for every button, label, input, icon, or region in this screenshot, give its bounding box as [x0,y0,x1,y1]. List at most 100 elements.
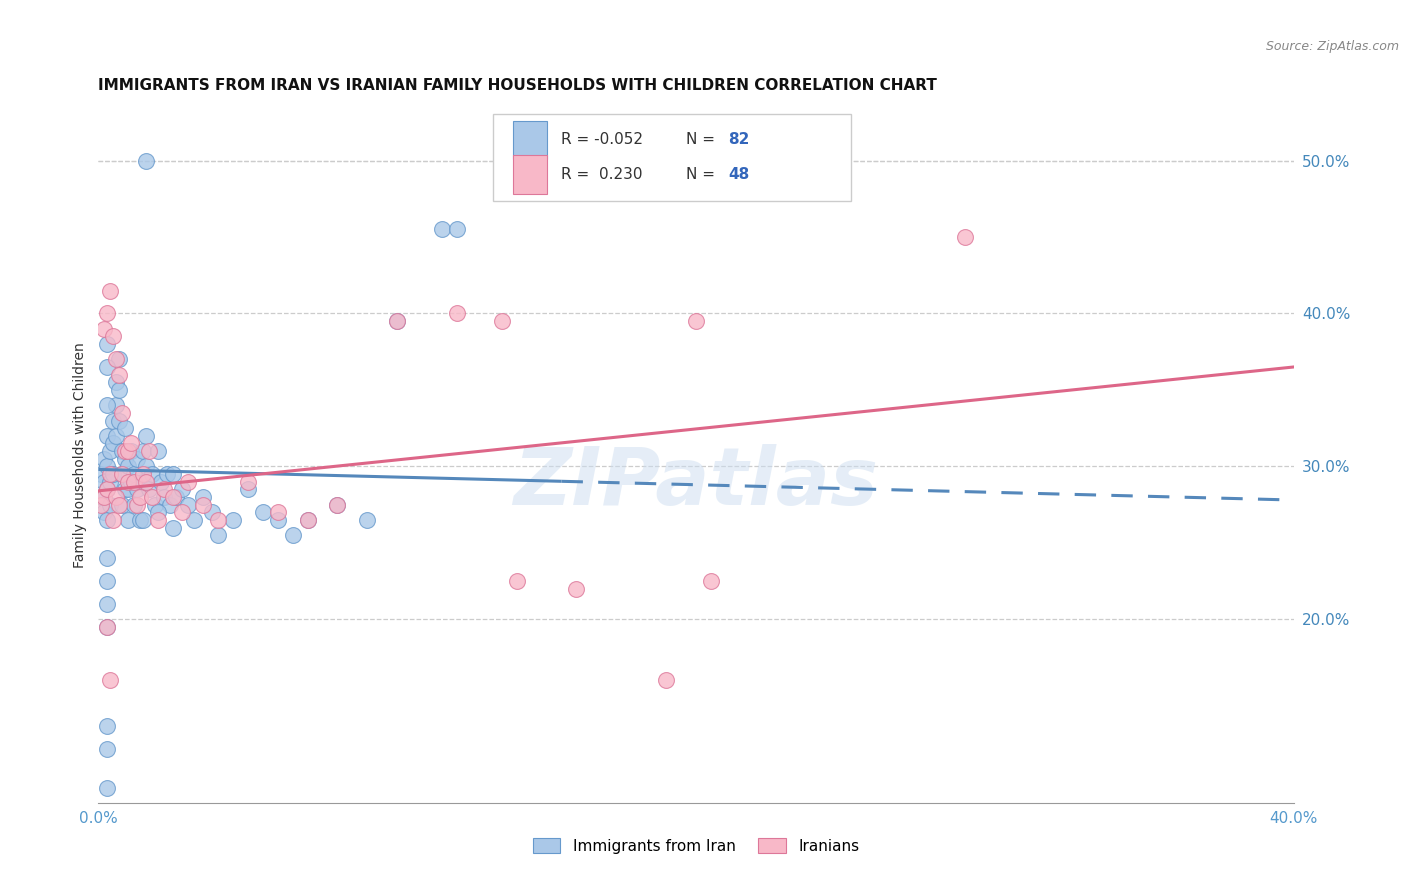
Point [356,513,378,527]
Text: N =: N = [686,167,720,182]
Point [491,314,513,328]
Point [96,574,118,588]
Point [162,467,184,481]
Point [236,483,259,497]
Point [98,673,122,688]
Point [127,483,149,497]
Point [207,513,229,527]
Point [201,505,224,519]
Point [90,498,112,512]
Point [96,742,118,756]
Point [326,498,349,512]
Point [138,444,160,458]
Point [96,459,118,474]
Point [153,490,176,504]
Point [96,337,118,351]
Point [114,421,136,435]
Point [655,673,678,688]
Point [96,483,118,497]
Point [105,490,128,504]
Text: N =: N = [686,132,720,147]
Point [96,513,118,527]
Point [430,222,453,236]
Point [207,528,229,542]
Point [96,719,118,733]
Point [114,483,136,497]
Point [156,467,179,481]
Point [141,490,163,504]
Point [132,467,155,481]
Point [96,429,118,443]
Point [124,475,146,489]
Point [685,314,707,328]
Point [96,398,118,412]
Point [127,451,149,466]
Point [96,620,118,634]
Point [93,475,115,489]
Point [98,475,122,489]
Point [103,467,125,481]
Point [148,505,170,519]
FancyBboxPatch shape [513,155,547,194]
Point [108,352,131,367]
Point [222,513,245,527]
Point [111,467,134,481]
Point [150,475,173,489]
Point [385,314,409,328]
Point [98,284,122,298]
Point [96,306,118,320]
Point [506,574,529,588]
Point [143,498,166,512]
Point [132,444,155,458]
Point [124,498,146,512]
Point [446,222,468,236]
Point [93,505,115,519]
Point [98,467,122,481]
Point [172,505,194,519]
FancyBboxPatch shape [513,120,547,159]
Point [132,513,155,527]
Point [93,490,115,504]
Y-axis label: Family Households with Children: Family Households with Children [73,342,87,568]
Text: IMMIGRANTS FROM IRAN VS IRANIAN FAMILY HOUSEHOLDS WITH CHILDREN CORRELATION CHAR: IMMIGRANTS FROM IRAN VS IRANIAN FAMILY H… [98,78,938,94]
Point [96,597,118,611]
Point [103,329,125,343]
FancyBboxPatch shape [494,114,852,201]
Point [105,376,128,390]
Point [132,475,155,489]
Point [267,505,290,519]
Point [297,513,319,527]
Point [138,483,160,497]
Point [162,490,184,504]
Text: Source: ZipAtlas.com: Source: ZipAtlas.com [1265,40,1399,54]
Point [565,582,588,596]
Point [108,498,131,512]
Point [111,467,134,481]
Point [953,230,976,244]
Point [96,483,118,497]
Point [267,513,290,527]
Point [162,520,184,534]
Point [129,490,152,504]
Point [191,498,214,512]
Point [103,513,125,527]
Point [135,475,157,489]
Point [124,467,146,481]
Point [148,444,170,458]
Point [96,780,118,795]
Point [135,153,157,168]
Point [111,498,134,512]
Point [135,459,157,474]
Point [129,513,152,527]
Point [90,490,112,504]
Point [177,498,200,512]
Point [93,322,115,336]
Point [114,444,136,458]
Point [159,498,181,512]
Point [700,574,723,588]
Point [111,444,134,458]
Point [183,513,205,527]
Text: 82: 82 [728,132,749,147]
Point [252,505,274,519]
Text: R = -0.052: R = -0.052 [561,132,643,147]
